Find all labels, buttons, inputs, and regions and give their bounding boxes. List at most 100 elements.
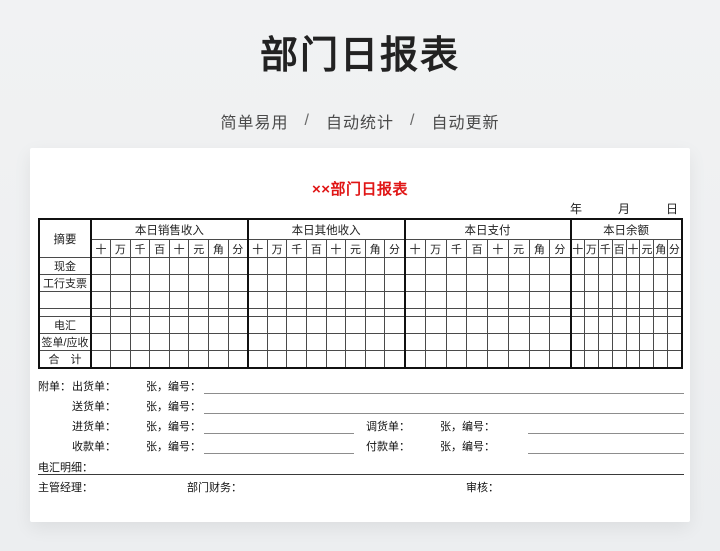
- amount-cell: [325, 274, 347, 292]
- amount-cell: [424, 350, 447, 369]
- amount-cell: [667, 291, 683, 309]
- amount-cell: [611, 257, 627, 275]
- date-year-label: 年: [569, 202, 582, 216]
- signature-manager: 主管经理：: [38, 482, 93, 494]
- page-subtitle: 简单易用 / 自动统计 / 自动更新: [0, 109, 720, 133]
- amount-cell: [487, 257, 509, 275]
- doc-type-label: 出货单：: [72, 381, 116, 393]
- table-row: 工行支票: [38, 274, 683, 292]
- amount-cell: [149, 274, 170, 292]
- amount-cell: [507, 333, 530, 351]
- amount-cell: [266, 291, 288, 309]
- amount-cell: [168, 316, 190, 334]
- amount-cell: [246, 291, 268, 309]
- attachment-prefix: 附单：: [38, 381, 71, 393]
- signature-finance: 部门财务：: [187, 482, 242, 494]
- amount-cell: [364, 333, 386, 351]
- amount-cell: [266, 316, 288, 334]
- amount-cell: [227, 257, 249, 275]
- amount-cell: [345, 333, 366, 351]
- amount-cell: [653, 333, 669, 351]
- amount-cell: [364, 350, 386, 369]
- unit-header-cell: 分: [667, 239, 683, 258]
- amount-cell: [583, 291, 599, 309]
- amount-cell: [667, 316, 683, 334]
- amount-cell: [528, 291, 551, 309]
- amount-cell: [549, 308, 571, 317]
- unit-header-cell: 百: [611, 239, 627, 258]
- amount-cell: [188, 291, 210, 309]
- column-group-header: 本日其他收入: [246, 218, 405, 240]
- wire-detail-line: [38, 460, 684, 475]
- amount-cell: [507, 316, 530, 334]
- date-row: 年 月 日: [570, 200, 678, 217]
- amount-cell: [611, 291, 627, 309]
- amount-cell: [597, 333, 613, 351]
- number-label: 张，编号：: [440, 441, 495, 453]
- amount-cell: [597, 308, 613, 317]
- amount-cell: [445, 291, 468, 309]
- amount-cell: [445, 308, 468, 317]
- amount-cell: [208, 308, 229, 317]
- amount-cell: [403, 291, 426, 309]
- amount-cell: [466, 274, 488, 292]
- unit-header-cell: 十: [168, 239, 190, 258]
- wire-detail-label: 电汇明细：: [38, 462, 93, 474]
- amount-cell: [325, 257, 347, 275]
- unit-header-cell: 角: [653, 239, 669, 258]
- amount-cell: [246, 350, 268, 369]
- amount-cell: [149, 333, 170, 351]
- attachment-row: 送货单： 张，编号：: [38, 397, 684, 414]
- unit-header-cell: 分: [227, 239, 249, 258]
- doc-type-label: 进货单：: [72, 421, 116, 433]
- amount-cell: [129, 274, 151, 292]
- amount-cell: [639, 274, 655, 292]
- table-row: 现金: [38, 257, 683, 275]
- amount-cell: [507, 274, 530, 292]
- amount-cell: [110, 350, 131, 369]
- amount-cell: [403, 308, 426, 317]
- amount-cell: [528, 274, 551, 292]
- amount-cell: [325, 350, 347, 369]
- amount-cell: [487, 291, 509, 309]
- doc-type-label: 送货单：: [72, 401, 116, 413]
- amount-cell: [90, 274, 112, 292]
- amount-cell: [403, 274, 426, 292]
- amount-cell: [445, 333, 468, 351]
- amount-cell: [286, 274, 308, 292]
- unit-header-cell: 千: [286, 239, 308, 258]
- amount-cell: [110, 274, 131, 292]
- amount-cell: [90, 316, 112, 334]
- amount-cell: [528, 350, 551, 369]
- amount-cell: [549, 274, 571, 292]
- amount-cell: [129, 316, 151, 334]
- attachment-row: 收款单： 张，编号： 付款单： 张，编号：: [38, 437, 684, 454]
- column-group-header: 本日余额: [569, 218, 683, 240]
- amount-cell: [286, 257, 308, 275]
- amount-cell: [325, 316, 347, 334]
- row-label: [38, 308, 92, 317]
- amount-cell: [597, 316, 613, 334]
- amount-cell: [639, 333, 655, 351]
- report-title: ××部门日报表: [311, 181, 409, 198]
- amount-cell: [345, 316, 366, 334]
- table-row: 电汇: [38, 316, 683, 334]
- unit-header-cell: 元: [345, 239, 366, 258]
- column-group-header: 本日销售收入: [90, 218, 249, 240]
- amount-cell: [653, 316, 669, 334]
- subtitle-separator: /: [304, 112, 310, 129]
- amount-cell: [325, 333, 347, 351]
- amount-cell: [625, 350, 641, 369]
- amount-cell: [466, 291, 488, 309]
- amount-cell: [625, 308, 641, 317]
- unit-header-cell: 百: [149, 239, 170, 258]
- amount-cell: [466, 257, 488, 275]
- amount-cell: [549, 333, 571, 351]
- page-title: 部门日报表: [259, 35, 460, 77]
- amount-cell: [445, 350, 468, 369]
- unit-header-cell: 元: [188, 239, 210, 258]
- amount-cell: [168, 350, 190, 369]
- amount-cell: [188, 316, 210, 334]
- amount-cell: [611, 350, 627, 369]
- doc-type-label: 付款单：: [366, 441, 410, 453]
